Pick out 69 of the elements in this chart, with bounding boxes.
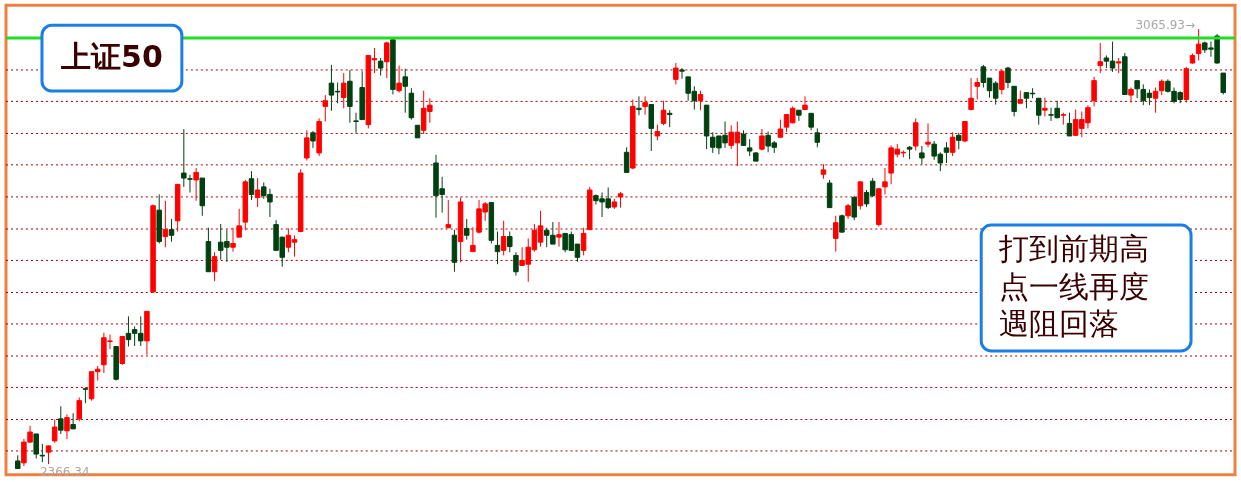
candlestick	[230, 227, 236, 253]
candlestick	[45, 445, 52, 465]
candlestick	[974, 77, 980, 100]
candlestick	[402, 68, 408, 114]
candlestick	[925, 122, 931, 148]
annotation: 上证50	[60, 39, 163, 75]
candlestick	[322, 94, 329, 122]
candlestick	[494, 231, 501, 265]
candlestick	[814, 127, 821, 148]
candlestick	[912, 117, 919, 151]
candlestick	[642, 95, 648, 116]
candlestick	[1097, 42, 1103, 74]
candlestick	[1134, 80, 1140, 99]
candlestick	[211, 251, 218, 282]
candlestick	[1091, 76, 1097, 107]
candlestick	[673, 62, 679, 85]
candlestick	[51, 418, 58, 444]
candlestick	[1220, 72, 1226, 95]
candlestick	[470, 226, 476, 253]
candlestick	[445, 199, 452, 229]
candlestick	[777, 119, 784, 139]
candlestick	[304, 129, 310, 161]
candlestick	[1195, 28, 1202, 62]
candlestick	[507, 231, 513, 253]
candlestick	[1035, 97, 1042, 126]
candlestick	[500, 220, 507, 256]
annotation: 打到前期高点一线再度遇阻回落	[998, 231, 1150, 342]
candlestick	[162, 200, 169, 248]
candlestick	[193, 167, 199, 202]
candlestick	[949, 131, 956, 157]
candlestick	[636, 95, 642, 116]
candlestick	[796, 109, 802, 122]
candlestick	[168, 218, 175, 243]
candlestick	[64, 413, 70, 440]
candlestick	[851, 195, 857, 221]
candlestick	[58, 405, 64, 435]
candlestick	[254, 177, 261, 208]
candlestick	[39, 443, 46, 463]
candlestick	[33, 433, 39, 459]
candlestick	[623, 146, 630, 173]
candlestick	[679, 67, 685, 80]
candlestick	[648, 104, 654, 152]
candlestick	[802, 95, 808, 111]
candlestick	[857, 181, 864, 211]
candlestick	[697, 90, 704, 111]
candlestick	[513, 251, 519, 277]
candlestick	[463, 218, 470, 241]
candlestick	[340, 72, 347, 109]
candlestick	[1128, 87, 1134, 104]
candlestick	[580, 227, 587, 256]
candlestick	[882, 167, 888, 195]
candlestick	[70, 412, 76, 430]
candlestick	[833, 215, 839, 253]
annotation: 3065.93→	[1135, 18, 1196, 33]
candlestick	[919, 145, 925, 165]
candlestick	[76, 396, 83, 422]
candlestick	[968, 77, 974, 111]
candlestick	[384, 41, 390, 79]
candlestick	[1066, 112, 1073, 137]
candlestick	[1152, 87, 1159, 114]
candlestick	[248, 170, 255, 201]
candlestick	[660, 100, 667, 126]
candlestick	[999, 69, 1005, 95]
candlestick	[353, 112, 359, 134]
candlestick	[236, 208, 242, 238]
candlestick	[943, 141, 950, 164]
candlestick	[1042, 97, 1048, 117]
candlestick	[396, 65, 402, 94]
candlestick	[556, 221, 562, 248]
